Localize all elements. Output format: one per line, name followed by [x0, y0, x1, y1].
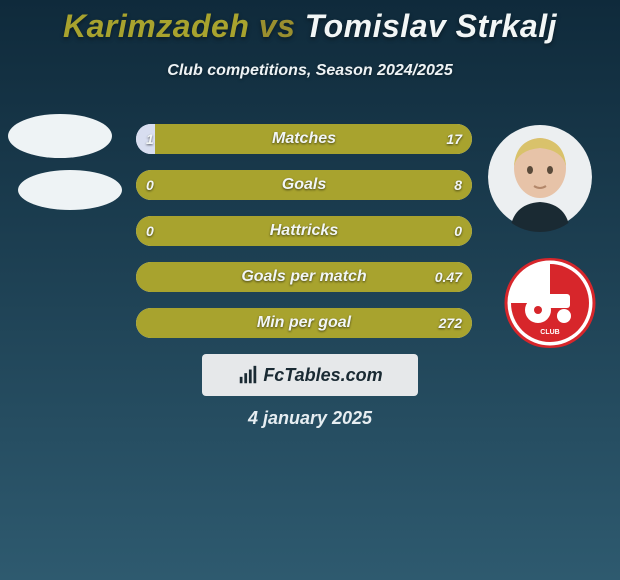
stat-value-left: 0	[146, 216, 154, 246]
player1-avatar	[8, 114, 112, 158]
stat-bar: Matches1 17	[136, 124, 472, 154]
stat-value-right: 272	[439, 308, 462, 338]
stat-bar: Goals per match0.47	[136, 262, 472, 292]
stat-value-right: 17	[446, 124, 462, 154]
tractor-club-icon: CLUB	[498, 258, 602, 348]
stat-label: Goals per match	[136, 262, 472, 292]
stat-value-right: 8	[454, 170, 462, 200]
stat-value-left: 1	[146, 124, 154, 154]
stat-label: Min per goal	[136, 308, 472, 338]
brand-chart-icon	[237, 364, 259, 386]
stat-bar: Min per goal272	[136, 308, 472, 338]
player2-avatar	[488, 122, 592, 232]
comparison-title: Karimzadeh vs Tomislav Strkalj	[0, 8, 620, 45]
stat-bar: Hattricks0 0	[136, 216, 472, 246]
subtitle: Club competitions, Season 2024/2025	[0, 62, 620, 80]
comparison-date: 4 january 2025	[0, 408, 620, 429]
stat-label: Hattricks	[136, 216, 472, 246]
player1-club-logo	[18, 170, 122, 210]
title-player1: Karimzadeh	[63, 8, 249, 44]
stat-label: Goals	[136, 170, 472, 200]
brand-text: FcTables.com	[263, 365, 382, 386]
stat-bars: Matches117Goals08Hattricks00Goals per ma…	[136, 124, 472, 354]
player2-face-icon	[488, 122, 592, 232]
stat-bar: Goals0 8	[136, 170, 472, 200]
stat-value-right: 0	[454, 216, 462, 246]
stat-value-right: 0.47	[435, 262, 462, 292]
title-player2: Tomislav Strkalj	[305, 8, 557, 44]
title-vs: vs	[259, 8, 296, 44]
stat-value-left: 0	[146, 170, 154, 200]
stat-label: Matches	[136, 124, 472, 154]
svg-text:CLUB: CLUB	[540, 329, 559, 336]
player2-club-logo: CLUB	[498, 258, 602, 348]
brand-badge: FcTables.com	[202, 354, 418, 396]
